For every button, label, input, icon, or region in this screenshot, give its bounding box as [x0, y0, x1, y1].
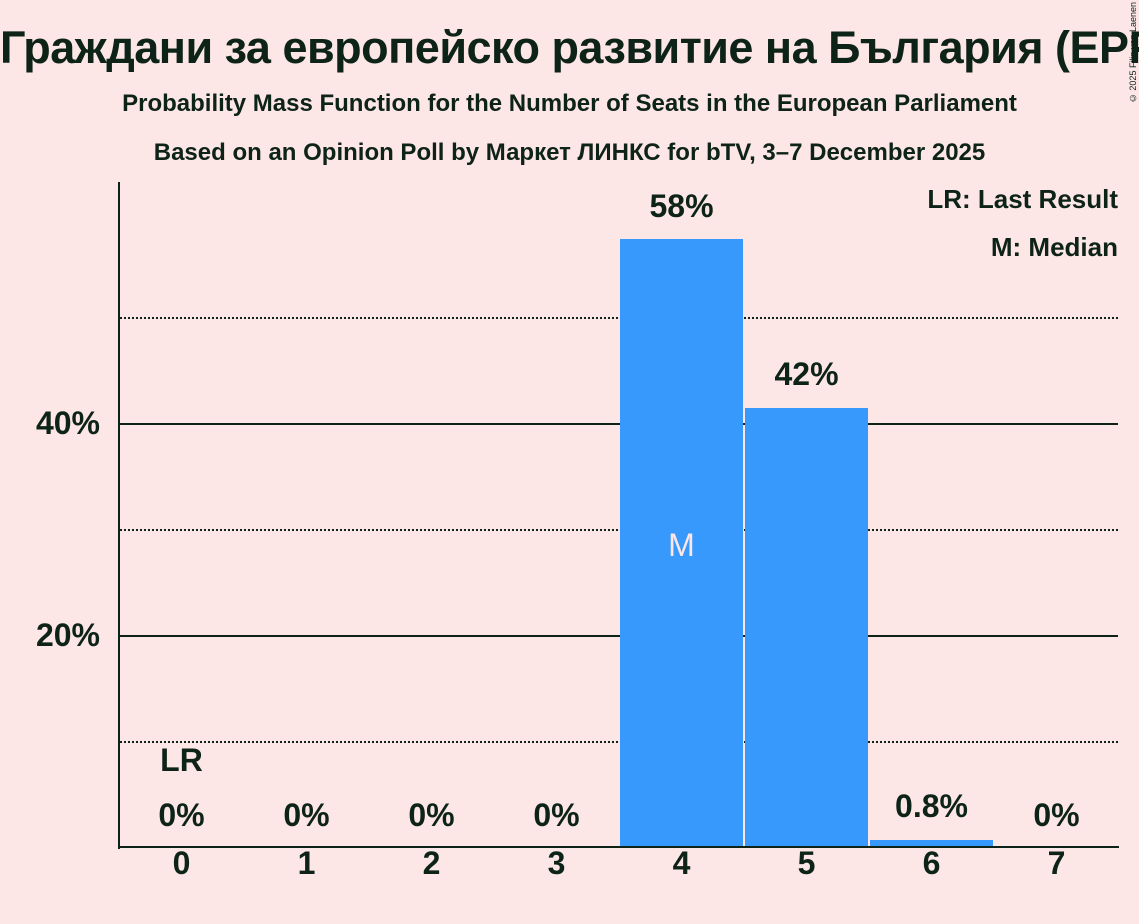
- value-label-0: 0%: [158, 797, 205, 833]
- bar-5-seats: [745, 408, 868, 847]
- bar-6-seats: [870, 840, 993, 847]
- x-tick-2: 2: [422, 845, 441, 881]
- x-tick-0: 0: [172, 845, 191, 881]
- x-tick-1: 1: [297, 845, 316, 881]
- value-label-7: 0%: [1033, 797, 1080, 833]
- gridline-30: [120, 529, 1118, 531]
- y-tick-40: 40%: [35, 405, 100, 441]
- gridline-20: [120, 635, 1118, 637]
- chart-title: Граждани за европейско развитие на Бълга…: [0, 22, 1139, 73]
- x-tick-6: 6: [922, 845, 941, 881]
- value-label-1: 0%: [283, 797, 330, 833]
- x-axis: [118, 846, 1119, 848]
- gridline-50: [120, 317, 1118, 319]
- chart-subtitle: Probability Mass Function for the Number…: [122, 90, 1017, 117]
- gridline-10: [120, 741, 1118, 743]
- value-label-6: 0.8%: [895, 788, 968, 824]
- median-marker: M: [668, 527, 695, 563]
- value-label-3: 0%: [533, 797, 580, 833]
- chart-source: Based on an Opinion Poll by Маркет ЛИНКС…: [153, 139, 986, 166]
- bar-4-seats: [620, 239, 743, 847]
- legend-median: M: Median: [990, 232, 1118, 262]
- x-tick-4: 4: [672, 845, 691, 881]
- x-tick-7: 7: [1047, 845, 1066, 881]
- legend-last-result: LR: Last Result: [927, 184, 1118, 214]
- gridline-40: [120, 423, 1118, 425]
- y-axis: [118, 182, 120, 849]
- value-label-2: 0%: [408, 797, 455, 833]
- value-label-5: 42%: [774, 356, 839, 392]
- x-tick-5: 5: [797, 845, 816, 881]
- y-tick-20: 20%: [35, 617, 100, 653]
- x-tick-3: 3: [547, 845, 566, 881]
- last-result-marker: LR: [160, 742, 203, 778]
- value-label-4: 58%: [649, 188, 714, 224]
